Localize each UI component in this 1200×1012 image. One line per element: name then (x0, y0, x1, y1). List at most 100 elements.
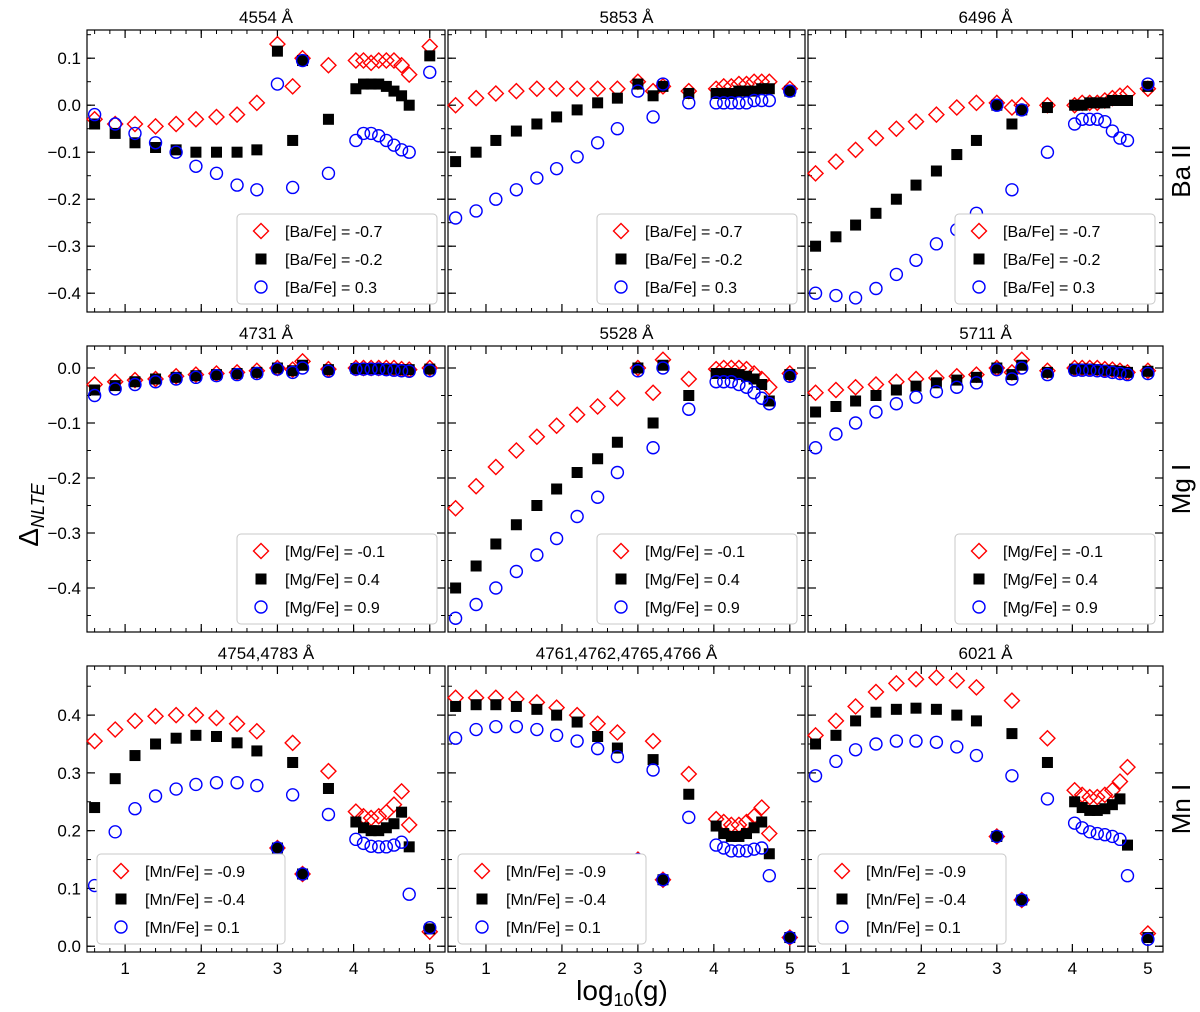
data-point (1090, 112, 1104, 127)
data-point (991, 99, 1003, 111)
legend-box (817, 853, 1007, 945)
data-point (732, 377, 746, 392)
data-point (169, 145, 183, 159)
data-point (1084, 804, 1096, 816)
data-point (784, 85, 796, 97)
data-point (470, 699, 482, 711)
data-point (867, 683, 885, 701)
data-point (487, 458, 505, 476)
data-point (1106, 799, 1118, 811)
data-point (270, 77, 285, 91)
data-point (1105, 365, 1120, 380)
data-point (448, 211, 463, 225)
data-point (710, 820, 722, 832)
data-point (608, 723, 626, 741)
data-point (387, 363, 401, 377)
data-point (231, 146, 243, 158)
data-point (632, 78, 644, 90)
data-point (927, 669, 945, 687)
data-point (783, 930, 797, 945)
x-tick-label: 3 (273, 959, 282, 978)
data-point (1142, 932, 1154, 944)
panel-frame (807, 345, 1164, 633)
x-tick-label: 1 (481, 959, 490, 978)
data-point (297, 868, 309, 880)
data-point (387, 138, 401, 152)
data-point (969, 376, 984, 390)
legend-label: [Mg/Fe] = -0.1 (285, 544, 385, 561)
data-point (373, 363, 385, 375)
data-point (1105, 829, 1120, 844)
data-point (1098, 364, 1112, 378)
data-point (357, 363, 369, 375)
legend-marker (255, 573, 267, 585)
legend-marker (972, 600, 986, 614)
data-point (1067, 117, 1082, 131)
data-point (150, 142, 162, 153)
legend-box (96, 853, 286, 945)
data-point (762, 93, 776, 108)
data-point (570, 150, 584, 164)
data-point (108, 117, 122, 131)
data-point (870, 207, 882, 219)
data-point (1076, 802, 1088, 814)
legend-marker (254, 280, 268, 294)
data-point (760, 825, 778, 843)
data-point (830, 729, 842, 741)
legend-marker (115, 893, 127, 905)
panel-frame (447, 665, 806, 953)
data-point (510, 519, 522, 531)
legend-label: [Mn/Fe] = -0.9 (866, 864, 966, 881)
data-point (210, 146, 222, 158)
data-point (467, 477, 485, 495)
data-point (710, 87, 722, 99)
data-point (295, 867, 310, 881)
data-point (349, 362, 363, 376)
data-point (370, 52, 388, 70)
data-point (126, 712, 144, 730)
data-point (1083, 825, 1097, 839)
data-point (732, 844, 746, 858)
data-point (1142, 80, 1154, 92)
legend-label: [Mn/Fe] = 0.1 (145, 920, 240, 937)
data-point (490, 538, 502, 550)
data-point (592, 97, 604, 109)
data-point (350, 83, 362, 95)
data-point (1006, 118, 1018, 130)
legend-box (596, 213, 798, 305)
data-point (1098, 114, 1112, 129)
data-point (683, 390, 695, 401)
data-point (551, 483, 563, 495)
data-point (1099, 97, 1111, 109)
data-point (570, 509, 584, 524)
panel-title: 6021 Å (959, 644, 1014, 663)
data-point (1103, 781, 1121, 799)
data-point (990, 362, 1004, 377)
data-point (1041, 102, 1053, 114)
data-point (1113, 366, 1127, 381)
legend-marker (114, 920, 128, 934)
data-point (1040, 145, 1055, 159)
data-point (909, 390, 923, 404)
panel-frame (447, 345, 806, 633)
data-point (610, 465, 625, 480)
data-point (611, 742, 623, 754)
panel-title: 4554 Å (239, 8, 294, 27)
data-point (948, 671, 966, 689)
data-point (1122, 95, 1133, 106)
data-point (319, 56, 337, 74)
data-point (1119, 758, 1136, 776)
data-point (889, 267, 904, 282)
data-point (167, 706, 185, 724)
data-point (403, 364, 415, 376)
data-point (683, 788, 695, 800)
data-point (1006, 369, 1018, 381)
data-point (251, 366, 263, 378)
panel-title: 4754,4783 Å (218, 644, 315, 663)
data-point (170, 144, 182, 156)
data-point (647, 417, 659, 429)
legend-marker (112, 862, 130, 880)
data-point (322, 113, 334, 125)
data-point (1114, 95, 1126, 106)
y-tick-label: −0.4 (47, 579, 81, 598)
